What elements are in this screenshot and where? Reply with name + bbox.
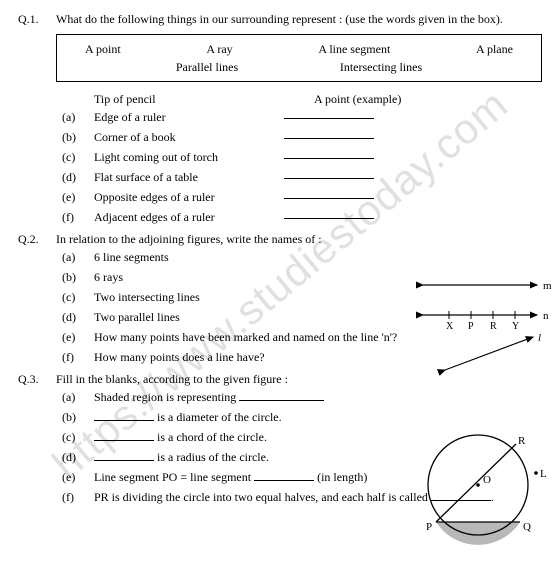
q1-sub: (e) Opposite edges of a ruler <box>56 188 542 206</box>
line-n-label: n <box>543 310 549 322</box>
sub-label: (f) <box>56 208 94 226</box>
q1-example-row: Tip of pencil A point (example) <box>56 90 542 108</box>
q2-figure: m n X P R Y l <box>415 275 555 385</box>
blank-line <box>254 480 314 481</box>
q2-prompt: In relation to the adjoining figures, wr… <box>56 230 542 248</box>
sub-label: (c) <box>56 428 94 446</box>
sub-text: 6 rays <box>94 268 123 286</box>
sub-label: (b) <box>56 408 94 426</box>
blank-line <box>284 158 374 159</box>
sub-label: (e) <box>56 188 94 206</box>
q1-word-box: A point A ray A line segment A plane Par… <box>56 34 542 82</box>
sub-label: (f) <box>56 488 94 506</box>
sub-label: (c) <box>56 288 94 306</box>
sub-text: Corner of a book <box>94 128 254 146</box>
sub-text: How many points have been marked and nam… <box>94 328 397 346</box>
line-m-label: m <box>543 280 552 292</box>
sub-label: (e) <box>56 468 94 486</box>
sub-text: Two intersecting lines <box>94 288 200 306</box>
q3-number: Q.3. <box>18 370 56 508</box>
sub-text: is a chord of the circle. <box>154 430 267 444</box>
q1-sub: (d) Flat surface of a table <box>56 168 542 186</box>
line-l-label: l <box>538 332 541 344</box>
sub-text: (in length) <box>314 470 367 484</box>
blank-line <box>94 460 154 461</box>
sub-text: Light coming out of torch <box>94 148 254 166</box>
q2-sub: (a) 6 line segments <box>56 248 542 266</box>
sub-text: Line segment PO = line segment <box>94 470 254 484</box>
point-label: X <box>446 321 454 332</box>
blank-line <box>239 400 324 401</box>
sub-text: Flat surface of a table <box>94 168 254 186</box>
point-p-label: P <box>426 521 432 533</box>
sub-label: (a) <box>56 388 94 406</box>
q1-number: Q.1. <box>18 10 56 228</box>
blank-line <box>284 138 374 139</box>
box-word: A point <box>85 40 121 58</box>
point-label: P <box>468 321 474 332</box>
point-r-label: R <box>518 435 526 447</box>
box-word: A ray <box>206 40 232 58</box>
sub-text: 6 line segments <box>94 248 169 266</box>
q1-sub: (b) Corner of a book <box>56 128 542 146</box>
sub-label: (b) <box>56 128 94 146</box>
sub-label: (a) <box>56 248 94 266</box>
q2-number: Q.2. <box>18 230 56 368</box>
q3-sub: (a) Shaded region is representing <box>56 388 542 406</box>
sub-label: (c) <box>56 148 94 166</box>
q1-sub: (c) Light coming out of torch <box>56 148 542 166</box>
q1-sub: (a) Edge of a ruler <box>56 108 542 126</box>
point-label: R <box>490 321 497 332</box>
q1-prompt: What do the following things in our surr… <box>56 10 542 28</box>
sub-label: (d) <box>56 308 94 326</box>
blank-line <box>284 178 374 179</box>
blank-line <box>94 420 154 421</box>
q1-sub: (f) Adjacent edges of a ruler <box>56 208 542 226</box>
box-word: A line segment <box>318 40 390 58</box>
sub-text: Edge of a ruler <box>94 108 254 126</box>
blank-line <box>284 218 374 219</box>
sub-label: (d) <box>56 448 94 466</box>
sub-text: is a radius of the circle. <box>154 450 269 464</box>
box-word: Intersecting lines <box>340 58 422 76</box>
sub-label: (b) <box>56 268 94 286</box>
point-q-label: Q <box>523 521 531 533</box>
q1-example-answer: A point (example) <box>314 90 401 108</box>
sub-label: (f) <box>56 348 94 366</box>
sub-text: Opposite edges of a ruler <box>94 188 254 206</box>
sub-text: Shaded region is representing <box>94 390 239 404</box>
sub-text: Two parallel lines <box>94 308 180 326</box>
q3-figure: O R P Q L <box>408 420 548 540</box>
blank-line <box>94 440 154 441</box>
q1-example-item: Tip of pencil <box>94 90 314 108</box>
point-label: Y <box>512 321 519 332</box>
sub-text: PR is dividing the circle into two equal… <box>94 490 431 504</box>
sub-text: Adjacent edges of a ruler <box>94 208 254 226</box>
blank-line <box>284 198 374 199</box>
sub-label: (d) <box>56 168 94 186</box>
blank-line <box>284 118 374 119</box>
question-1: Q.1. What do the following things in our… <box>18 10 542 228</box>
point-l-label: L <box>540 468 547 480</box>
sub-label: (e) <box>56 328 94 346</box>
sub-text: is a diameter of the circle. <box>154 410 282 424</box>
sub-text: How many points does a line have? <box>94 348 265 366</box>
box-word: A plane <box>476 40 513 58</box>
box-word: Parallel lines <box>176 58 238 76</box>
sub-label: (a) <box>56 108 94 126</box>
